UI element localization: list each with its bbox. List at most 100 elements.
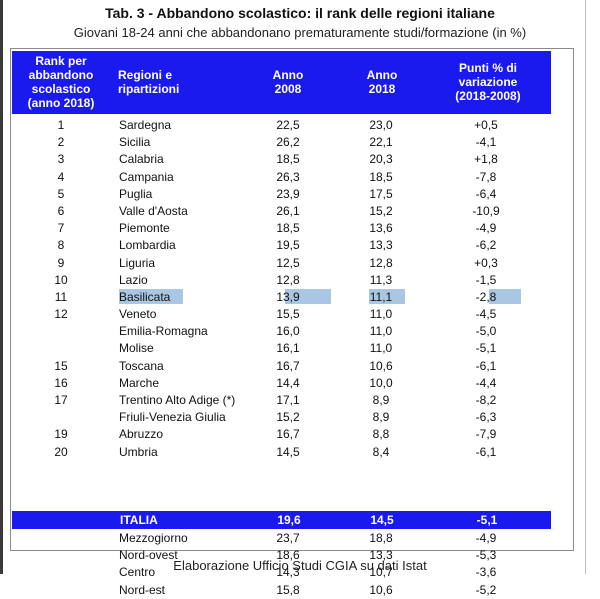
table-row: Emilia-Romagna 16,0 11,0 -5,0 [11,323,573,340]
value-2008-cell: 14,4 [276,375,300,390]
variation-cell: -6,1 [475,358,497,373]
table-row: 20 Umbria 14,5 8,4 -6,1 [11,444,573,461]
variation-cell: +0,3 [474,255,498,270]
value-2018-cell: 23,0 [369,118,393,132]
value-2008-cell: 22,5 [276,118,300,132]
variation-cell: -4,5 [475,307,497,322]
region-cell: Emilia-Romagna [119,324,208,339]
variation-cell: -4,9 [475,531,497,545]
table-title: Tab. 3 - Abbandono scolastico: il rank d… [105,5,495,21]
value-2008-cell: 26,1 [276,203,300,218]
region-cell: Piemonte [119,221,170,236]
source-note: Elaborazione Ufficio Studi CGIA su dati … [173,558,427,573]
value-2008-cell: 16,7 [276,427,300,442]
value-2018-cell: 10,6 [369,582,393,597]
header-variation: Punti % di variazione (2018-2008) [455,61,521,103]
left-frame-border [0,0,3,574]
table-row: 19 Abruzzo 16,7 8,8 -7,9 [11,426,573,443]
table-row: 9 Liguria 12,5 12,8 +0,3 [11,255,573,272]
value-2018-cell: 20,3 [369,152,393,167]
rank-cell: 12 [54,307,68,322]
value-2008-cell: 17,1 [276,393,300,407]
header-region: Regioni e ripartizioni [118,68,180,96]
value-2018-cell: 18,5 [369,169,393,184]
value-2008-cell: 13,9 [276,289,300,304]
region-cell: Trentino Alto Adige (*) [119,393,236,407]
rank-cell: 6 [57,203,65,218]
region-cell: Toscana [119,358,164,373]
table-row: Molise 16,1 11,0 -5,1 [11,340,573,357]
variation-cell: -5,2 [475,582,497,597]
value-2008-cell: 16,1 [276,341,300,356]
table-row: Friuli-Venezia Giulia 15,2 8,9 -6,3 [11,409,573,426]
value-2018-cell: 17,5 [369,186,393,201]
value-2018-cell: 11,1 [369,289,393,304]
value-2018-cell: 13,3 [369,238,393,253]
table-subtitle: Giovani 18-24 anni che abbandonano prema… [73,25,527,40]
header-rank: Rank per abbandono scolastico (anno 2018… [27,54,95,110]
italia-total-row: ITALIA 19,6 14,5 -5,1 [12,511,551,529]
region-cell: Lazio [119,272,148,287]
region-cell: Basilicata [119,289,171,304]
rank-cell: 17 [54,393,68,407]
table-row: 12 Veneto 15,5 11,0 -4,5 [11,306,573,323]
value-2008-cell: 18,6 [276,548,300,563]
value-2008-cell: 12,8 [276,272,300,287]
region-cell: Friuli-Venezia Giulia [119,410,226,425]
value-2008-cell: 16,7 [276,358,300,373]
value-2008-cell: 18,5 [276,152,300,167]
rank-cell: 20 [54,444,68,459]
variation-cell: -7,9 [475,427,497,442]
rank-cell: 15 [54,358,68,373]
value-2008-cell: 15,2 [276,410,300,425]
table-row: Mezzogiorno 23,7 18,8 -4,9 [11,530,573,547]
value-2018-cell: 11,0 [369,307,393,322]
value-2008-cell: 23,7 [276,531,300,545]
variation-cell: +1,8 [474,152,498,167]
table-row: 16 Marche 14,4 10,0 -4,4 [11,375,573,392]
variation-cell: -5,0 [475,324,497,339]
region-cell: Marche [119,375,160,390]
value-2018-cell: 8,4 [372,444,390,459]
rank-cell: 16 [54,375,68,390]
value-2018-cell: 13,6 [369,221,393,236]
value-2008-cell: 12,5 [276,255,300,270]
rank-cell: 5 [57,186,65,201]
value-2008-cell: 23,9 [276,186,300,201]
selection-highlight [489,288,521,304]
region-cell: Molise [119,341,154,356]
value-2018-cell: 8,9 [372,393,390,407]
table-row: 10 Lazio 12,8 11,3 -1,5 [11,272,573,289]
value-2008-cell: 26,3 [276,169,300,184]
rank-cell: 3 [57,152,65,167]
variation-cell: -7,8 [475,169,497,184]
variation-cell: -8,2 [475,393,497,407]
italia-variation: -5,1 [476,513,498,527]
selection-highlight [285,288,331,304]
table-row: Nord-est 15,8 10,6 -5,2 [11,582,573,599]
value-2008-cell: 15,5 [276,307,300,322]
region-cell: Liguria [119,255,156,270]
value-2008-cell: 19,5 [276,238,300,253]
region-cell: Campania [119,169,174,184]
value-2008-cell: 18,5 [276,221,300,236]
table-row: 7 Piemonte 18,5 13,6 -4,9 [11,220,573,237]
table-row: 4 Campania 26,3 18,5 -7,8 [11,169,573,186]
region-cell: Valle d'Aosta [119,203,188,218]
selection-highlight [369,288,405,304]
region-cell: Lombardia [119,238,176,253]
value-2018-cell: 11,3 [369,272,393,287]
table-row: 6 Valle d'Aosta 26,1 15,2 -10,9 [11,203,573,220]
selection-highlight [119,288,183,304]
value-2018-cell: 13,3 [369,548,393,563]
italia-2018: 14,5 [370,513,394,527]
right-frame-border [585,0,586,574]
region-cell: Sicilia [119,135,151,150]
table-row: 8 Lombardia 19,5 13,3 -6,2 [11,237,573,254]
header-year-2018: Anno 2018 [366,68,398,96]
value-2008-cell: 14,5 [276,444,300,459]
italia-2008: 19,6 [277,513,301,527]
table-row: 15 Toscana 16,7 10,6 -6,1 [11,358,573,375]
region-cell: Sardegna [119,118,172,132]
ranking-table: Rank per abbandono scolastico (anno 2018… [10,48,574,597]
